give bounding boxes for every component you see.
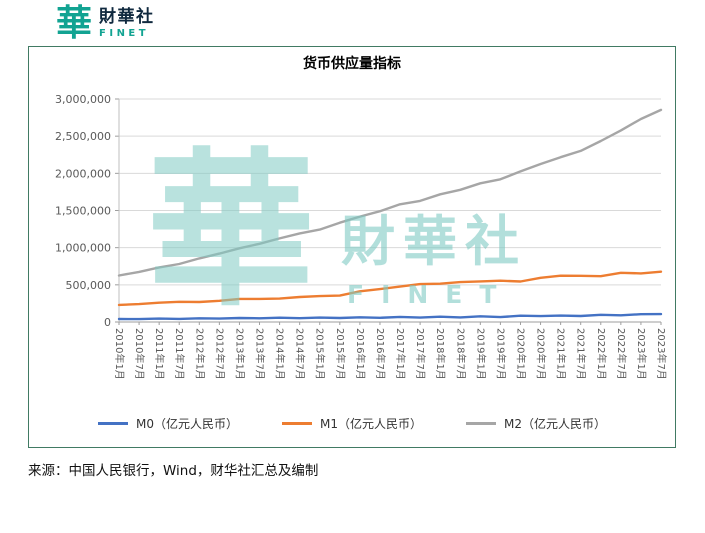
series-line-M1 [117, 270, 663, 307]
legend-item: M2（亿元人民币） [466, 415, 606, 432]
legend-label: M2（亿元人民币） [504, 417, 606, 431]
x-axis-tick-label: 2010年7月 [133, 328, 146, 380]
logo-name-cn: 財華社 [99, 7, 155, 28]
x-axis-tick-label: 2023年7月 [655, 328, 668, 380]
x-axis-tick-label: 2012年7月 [213, 328, 226, 380]
finet-logo: 華 財華社 FINET [56, 6, 155, 42]
series-line-M0 [117, 312, 663, 321]
finet-logo-text: 財華社 FINET [99, 8, 155, 39]
y-axis-tick-label: 2,500,000 [55, 130, 111, 143]
x-axis-tick-label: 2010年1月 [113, 328, 126, 380]
y-axis-tick-label: 1,500,000 [55, 205, 111, 218]
y-axis-tick-label: 0 [104, 316, 111, 329]
y-axis-tick-label: 500,000 [66, 279, 112, 292]
y-axis-tick-label: 1,000,000 [55, 242, 111, 255]
line-chart: 0 500,000 1,000,000 1,500,000 2,000,000 2,500… [55, 93, 668, 380]
x-axis-tick-label: 2020年7月 [535, 328, 548, 380]
x-axis-tick-label: 2018年1月 [434, 328, 447, 380]
x-axis-tick-label: 2012年1月 [193, 328, 206, 380]
x-axis-tick-label: 2017年1月 [394, 328, 407, 380]
legend-line-swatch [282, 422, 312, 425]
chart-area: 0 500,000 1,000,000 1,500,000 2,000,000 2,500… [29, 75, 675, 407]
x-axis-tick-label: 2011年1月 [153, 328, 166, 380]
legend-item: M1（亿元人民币） [282, 415, 422, 432]
source-note: 来源：中国人民银行，Wind，财华社汇总及编制 [28, 463, 319, 479]
x-axis-tick-label: 2022年7月 [615, 328, 628, 380]
x-axis-tick-label: 2011年7月 [173, 328, 186, 380]
legend-label: M0（亿元人民币） [136, 417, 238, 431]
series-line-M2 [117, 108, 663, 277]
y-axis-tick-label: 3,000,000 [55, 93, 111, 106]
x-axis-tick-label: 2013年1月 [233, 328, 246, 380]
finet-logo-icon: 華 [56, 3, 93, 44]
x-axis-tick-label: 2020年1月 [514, 328, 527, 380]
x-axis-tick-label: 2021年7月 [575, 328, 588, 380]
x-axis-tick-label: 2016年1月 [354, 328, 367, 380]
chart-title: 货币供应量指标 [303, 56, 401, 72]
legend-line-swatch [98, 422, 128, 425]
x-axis-tick-label: 2021年1月 [555, 328, 568, 380]
x-axis-tick-label: 2019年7月 [494, 328, 507, 380]
legend-item: M0（亿元人民币） [98, 415, 238, 432]
y-axis-tick-label: 2,000,000 [55, 167, 111, 180]
x-axis-tick-label: 2014年1月 [274, 328, 287, 380]
logo-name-en: FINET [99, 28, 150, 40]
x-axis-tick-label: 2018年7月 [454, 328, 467, 380]
x-axis-tick-label: 2016年7月 [374, 328, 387, 380]
legend-line-swatch [466, 422, 496, 425]
chart-legend: M0（亿元人民币） M1（亿元人民币） M2（亿元人民币） [98, 415, 606, 432]
x-axis-tick-label: 2014年7月 [294, 328, 307, 380]
legend-label: M1（亿元人民币） [320, 417, 422, 431]
x-axis-tick-label: 2022年1月 [595, 328, 608, 380]
x-axis-tick-label: 2017年7月 [414, 328, 427, 380]
x-axis-tick-label: 2015年7月 [334, 328, 347, 380]
x-axis-tick-label: 2015年1月 [314, 328, 327, 380]
chart-card: 货币供应量指标 0 500,000 1,000,000 1,500,000 2,000,… [28, 46, 676, 448]
x-axis-tick-label: 2013年7月 [254, 328, 267, 380]
x-axis-tick-label: 2023年1月 [635, 328, 648, 380]
x-axis-tick-label: 2019年1月 [474, 328, 487, 380]
